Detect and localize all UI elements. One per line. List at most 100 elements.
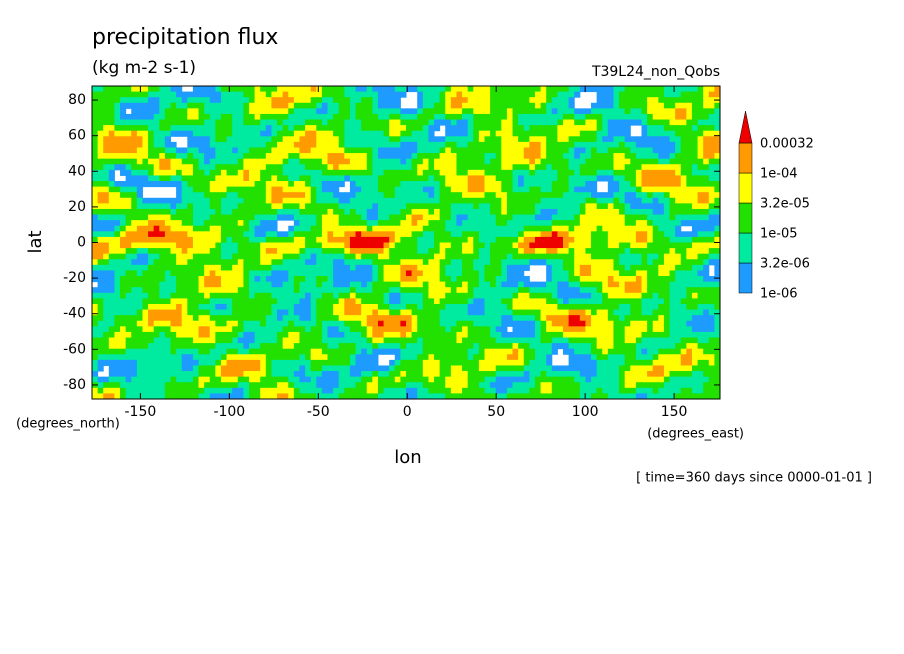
field-cell	[187, 276, 194, 283]
field-cell	[467, 270, 474, 277]
field-cell	[596, 259, 603, 266]
field-cell	[428, 326, 435, 333]
field-cell	[153, 108, 160, 115]
field-cell	[529, 203, 536, 210]
field-cell	[563, 331, 570, 339]
field-cell	[473, 236, 480, 243]
field-cell	[383, 119, 390, 126]
field-cell	[613, 164, 620, 171]
field-cell	[635, 91, 642, 98]
field-cell	[663, 197, 671, 204]
field-cell	[579, 264, 586, 271]
field-cell	[181, 309, 188, 316]
field-cell	[529, 86, 536, 93]
field-cell	[131, 326, 138, 333]
field-cell	[647, 225, 654, 232]
field-cell	[473, 197, 480, 204]
field-cell	[467, 102, 474, 109]
field-cell	[450, 86, 457, 93]
field-cell	[103, 147, 110, 154]
field-cell	[484, 86, 491, 93]
field-cell	[490, 315, 497, 322]
field-cell	[243, 309, 250, 316]
field-cell	[630, 203, 637, 210]
field-cell	[114, 326, 121, 333]
field-cell	[148, 136, 155, 143]
field-cell	[293, 136, 300, 143]
field-cell	[355, 91, 362, 98]
field-cell	[243, 203, 250, 210]
field-cell	[445, 119, 452, 126]
field-cell	[591, 236, 598, 243]
field-cell	[389, 91, 396, 98]
field-cell	[411, 164, 418, 171]
field-cell	[103, 264, 110, 271]
field-cell	[316, 253, 323, 260]
field-cell	[187, 158, 194, 165]
field-cell	[226, 292, 233, 299]
field-cell	[563, 153, 570, 160]
field-cell	[506, 136, 514, 143]
field-cell	[327, 186, 334, 193]
field-cell	[181, 169, 188, 176]
field-cell	[176, 125, 183, 132]
field-cell	[148, 331, 155, 339]
field-cell	[220, 337, 228, 344]
field-cell	[103, 136, 110, 143]
field-cell	[450, 320, 457, 327]
field-cell	[170, 91, 177, 98]
field-cell	[344, 119, 351, 126]
field-cell	[209, 108, 216, 115]
field-cell	[518, 303, 525, 311]
field-cell	[265, 141, 272, 148]
field-cell	[333, 119, 340, 126]
field-cell	[187, 248, 194, 255]
field-cell	[232, 130, 239, 137]
field-cell	[411, 119, 418, 126]
field-cell	[226, 102, 233, 109]
field-cell	[389, 298, 396, 305]
field-cell	[417, 276, 424, 283]
field-cell	[181, 147, 188, 154]
field-cell	[641, 108, 648, 115]
field-cell	[237, 303, 244, 311]
field-cell	[400, 158, 407, 165]
field-cell	[372, 158, 379, 165]
field-cell	[310, 270, 317, 277]
field-cell	[321, 276, 328, 283]
field-cell	[383, 225, 390, 232]
field-cell	[529, 181, 536, 188]
field-cell	[703, 259, 710, 266]
field-cell	[663, 130, 671, 137]
field-cell	[181, 113, 188, 121]
dataset-label: T39L24_non_Qobs	[591, 64, 720, 80]
field-cell	[422, 292, 429, 299]
field-cell	[377, 113, 385, 121]
field-cell	[142, 259, 149, 266]
field-cell	[361, 298, 368, 305]
field-cell	[164, 331, 171, 339]
field-cell	[310, 97, 317, 104]
field-cell	[108, 236, 115, 243]
field-cell	[467, 147, 474, 154]
field-cell	[209, 197, 216, 204]
field-cell	[215, 186, 222, 193]
field-cell	[321, 309, 328, 316]
field-cell	[585, 130, 592, 137]
field-cell	[265, 287, 272, 294]
field-cell	[417, 331, 424, 339]
field-cell	[585, 315, 592, 322]
field-cell	[534, 186, 542, 193]
field-cell	[209, 158, 216, 165]
field-cell	[226, 192, 233, 199]
field-cell	[411, 192, 418, 199]
field-cell	[546, 220, 553, 227]
field-cell	[529, 91, 536, 98]
field-cell	[260, 175, 267, 182]
field-cell	[456, 303, 463, 311]
field-cell	[310, 86, 317, 93]
field-cell	[153, 320, 160, 327]
field-cell	[450, 147, 457, 154]
field-cell	[316, 141, 323, 148]
field-cell	[411, 303, 418, 311]
